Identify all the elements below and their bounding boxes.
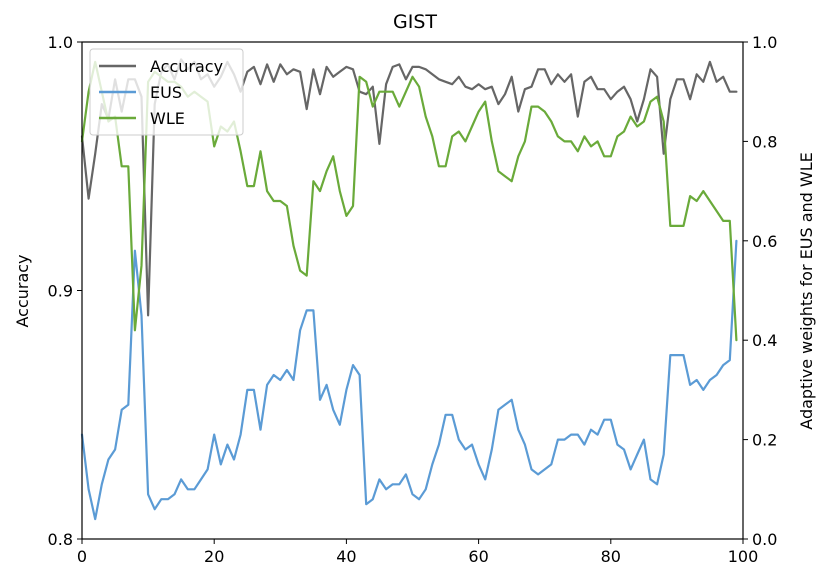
x-tick-label: 100 — [728, 547, 759, 566]
y-axis-label-left: Accuracy — [13, 254, 32, 327]
legend-label-accuracy: Accuracy — [150, 57, 223, 76]
y-axis-label-right: Adaptive weights for EUS and WLE — [797, 152, 816, 429]
chart-title: GIST — [393, 11, 437, 33]
y-tick-label-right: 0.0 — [752, 530, 777, 549]
y-tick-label-right: 1.0 — [752, 33, 777, 52]
y-tick-label-right: 0.4 — [752, 331, 777, 350]
x-tick-label: 20 — [204, 547, 224, 566]
x-tick-label: 40 — [336, 547, 356, 566]
y-tick-label-right: 0.6 — [752, 232, 777, 251]
legend-label-wle: WLE — [150, 109, 185, 128]
legend-box — [89, 48, 244, 136]
legend: Accuracy EUS WLE — [89, 48, 244, 136]
y-tick-label-left: 0.8 — [48, 530, 73, 549]
y-tick-label-left: 0.9 — [48, 282, 73, 301]
x-tick-label: 80 — [601, 547, 621, 566]
x-tick-label: 60 — [468, 547, 488, 566]
legend-label-eus: EUS — [150, 83, 182, 102]
axes-layer: 0 20 40 60 80 100 0.8 0.9 1.0 0.0 0.2 0.4 0.6 0.8 1.0 — [48, 33, 778, 566]
series-line-eus — [80, 239, 738, 521]
y-tick-label-right: 0.8 — [752, 132, 777, 151]
x-tick-label: 0 — [77, 547, 87, 566]
y-tick-label-right: 0.2 — [752, 431, 777, 450]
y-tick-label-left: 1.0 — [48, 33, 73, 52]
